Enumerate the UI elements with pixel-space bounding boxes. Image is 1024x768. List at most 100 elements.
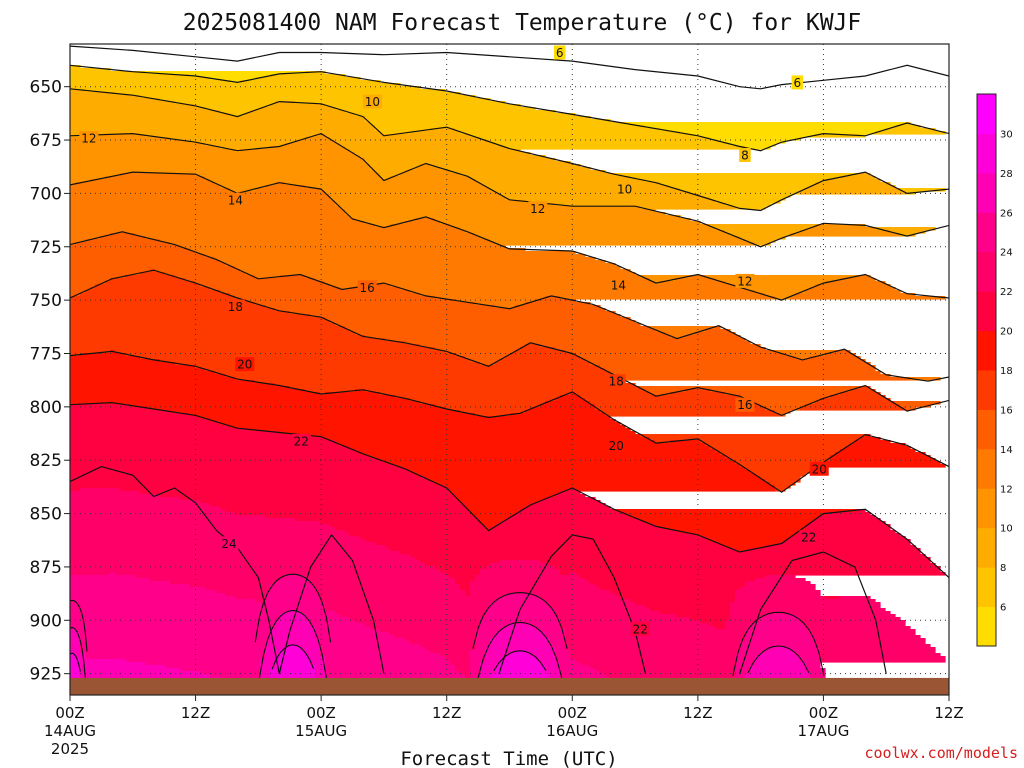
temperature-cell [470, 512, 516, 516]
temperature-cell [365, 539, 711, 543]
temperature-cell [220, 185, 266, 189]
temperature-cell [365, 119, 611, 123]
temperature-cell [325, 134, 471, 138]
temperature-cell [545, 296, 561, 300]
temperature-cell [700, 194, 791, 198]
temperature-cell [460, 227, 716, 231]
temperature-cell [70, 236, 101, 240]
temperature-cell [70, 212, 346, 216]
temperature-cell [140, 491, 451, 495]
temperature-cell [305, 650, 321, 654]
temperature-cell [470, 665, 481, 669]
temperature-cell [740, 587, 816, 591]
temperature-cell [470, 509, 521, 513]
temperature-cell [70, 194, 331, 198]
temperature-cell [70, 422, 221, 426]
temperature-cell [315, 626, 371, 630]
temperature-cell [545, 401, 591, 405]
colorbar-tick-label: 20 [1000, 327, 1013, 338]
temperature-cell [535, 299, 576, 303]
temperature-cell [480, 617, 561, 621]
temperature-cell [235, 596, 266, 600]
temperature-cell [680, 131, 876, 135]
temperature-cell [830, 455, 931, 459]
temperature-cell [260, 668, 271, 672]
temperature-cell [70, 419, 211, 423]
temperature-cell [525, 410, 601, 414]
temperature-cell [70, 137, 171, 141]
isotherm-26 [472, 592, 568, 649]
y-tick-label: 750 [30, 291, 62, 311]
temperature-cell [280, 578, 311, 582]
temperature-cell [555, 347, 766, 351]
temperature-cell [875, 131, 946, 135]
temperature-cell [70, 341, 406, 345]
temperature-cell [475, 629, 501, 633]
colorbar-frame [976, 93, 997, 647]
temperature-cell [470, 668, 481, 672]
x-tick-label: 00Z [55, 704, 84, 722]
temperature-cell [410, 641, 476, 645]
temperature-cell [135, 575, 286, 579]
temperature-cell [580, 356, 796, 360]
colorbar-segment [977, 291, 996, 332]
temperature-cell [640, 434, 866, 438]
temperature-cell [390, 176, 471, 180]
temperature-cell [710, 137, 801, 141]
temperature-cell [330, 320, 636, 324]
temperature-cell [185, 278, 316, 282]
surface-layer [70, 677, 949, 695]
temperature-cell [470, 659, 486, 663]
temperature-cell [490, 188, 681, 192]
temperature-cell [430, 479, 766, 483]
contour-label: 16 [360, 281, 375, 295]
temperature-cell [745, 635, 816, 639]
temperature-cell [250, 428, 631, 432]
temperature-cell [495, 362, 591, 366]
temperature-cell [335, 440, 656, 444]
temperature-cell [85, 89, 446, 93]
temperature-cell [735, 284, 816, 288]
temperature-cell [805, 668, 826, 672]
temperature-cell [810, 227, 876, 231]
temperature-cell [485, 614, 556, 618]
temperature-cell [540, 596, 621, 600]
temperature-cell [75, 656, 86, 660]
temperature-cell [670, 335, 686, 339]
temperature-cell [335, 140, 491, 144]
temperature-cell [350, 215, 681, 219]
temperature-cell [315, 587, 461, 591]
temperature-cell [565, 644, 741, 648]
temperature-cell [415, 167, 441, 171]
temperature-cell [115, 92, 461, 96]
temperature-cell [275, 665, 316, 669]
temperature-cell [735, 593, 821, 597]
temperature-cell [270, 638, 321, 642]
temperature-cell [70, 593, 226, 597]
temperature-cell [70, 200, 336, 204]
temperature-cell [310, 314, 621, 318]
temperature-cell [320, 593, 466, 597]
isotherm-22 [70, 401, 949, 579]
temperature-cell [805, 662, 821, 666]
temperature-cell [455, 581, 471, 585]
temperature-cell [555, 494, 586, 498]
temperature-cell [515, 305, 601, 309]
temperature-cell [650, 278, 676, 282]
isotherm-30 [271, 644, 315, 670]
temperature-cell [610, 371, 881, 375]
temperature-cell [575, 353, 786, 357]
temperature-cell [740, 650, 766, 654]
temperature-cell [735, 590, 821, 594]
temperature-cell [70, 248, 191, 252]
isotherm-6 [70, 45, 949, 90]
temperature-cell [415, 473, 756, 477]
temperature-cell [260, 674, 271, 678]
temperature-cell [70, 329, 351, 333]
temperature-cell [325, 317, 631, 321]
temperature-cell [70, 278, 111, 282]
temperature-cell [285, 647, 301, 651]
temperature-cell [755, 401, 816, 405]
isotherm-26 [254, 573, 332, 643]
